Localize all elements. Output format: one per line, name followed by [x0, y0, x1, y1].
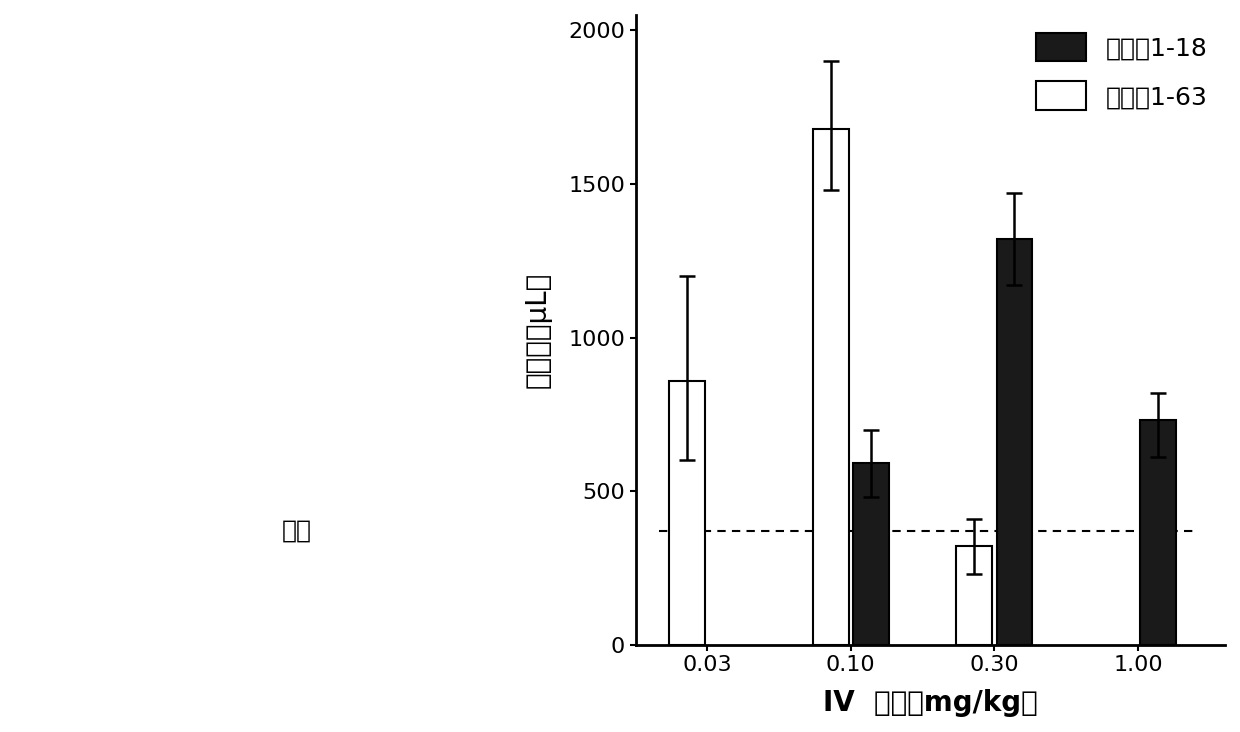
- Bar: [997, 239, 1033, 645]
- X-axis label: IV  剂量（mg/kg）: IV 剂量（mg/kg）: [823, 689, 1038, 717]
- Legend: 化合牧1-18, 化合牧1-63: 化合牧1-18, 化合牧1-63: [1025, 23, 1218, 120]
- Bar: [812, 129, 848, 645]
- Y-axis label: 总体积（μL）: 总体积（μL）: [523, 272, 552, 388]
- Bar: [853, 463, 889, 645]
- Bar: [668, 381, 704, 645]
- Text: 对照: 对照: [281, 519, 311, 543]
- Bar: [956, 546, 992, 645]
- Bar: [1141, 420, 1177, 645]
